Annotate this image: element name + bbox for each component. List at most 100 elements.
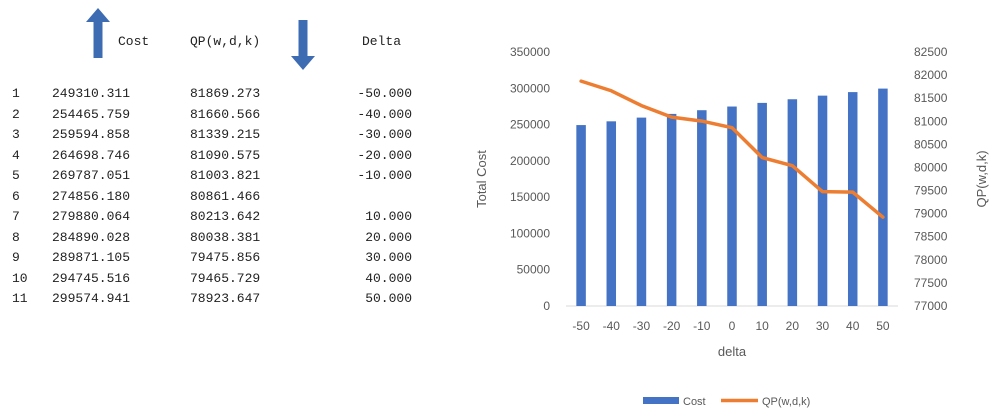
y2-tick-label: 81500 bbox=[914, 91, 948, 105]
qp-cell: 79475.856 bbox=[190, 250, 260, 265]
y2-tick-label: 80500 bbox=[914, 137, 948, 151]
cost-cell: 259594.858 bbox=[52, 127, 130, 142]
delta-cell: 20.000 bbox=[365, 230, 412, 245]
table-row: 4 264698.746 81090.575 -20.000 bbox=[0, 148, 430, 168]
y-tick-label: 200000 bbox=[510, 154, 550, 168]
table-row: 1 249310.311 81869.273 -50.000 bbox=[0, 86, 430, 106]
cost-cell: 254465.759 bbox=[52, 107, 130, 122]
qp-cell: 81660.566 bbox=[190, 107, 260, 122]
bar-cost bbox=[848, 92, 858, 306]
table-row: 2 254465.759 81660.566 -40.000 bbox=[0, 107, 430, 127]
qp-cell: 80213.642 bbox=[190, 209, 260, 224]
delta-cell: -30.000 bbox=[357, 127, 412, 142]
qp-cell: 80038.381 bbox=[190, 230, 260, 245]
delta-cell: 10.000 bbox=[365, 209, 412, 224]
legend-label-cost: Cost bbox=[683, 396, 706, 408]
bar-cost bbox=[576, 125, 586, 306]
y2-tick-label: 79500 bbox=[914, 184, 948, 198]
bar-cost bbox=[878, 89, 888, 306]
legend-swatch-cost bbox=[643, 397, 679, 404]
y2-tick-label: 81000 bbox=[914, 114, 948, 128]
row-index: 8 bbox=[12, 230, 20, 245]
qp-cell: 78923.647 bbox=[190, 291, 260, 306]
row-index: 5 bbox=[12, 168, 20, 183]
delta-cell: 50.000 bbox=[365, 291, 412, 306]
delta-cell: 40.000 bbox=[365, 271, 412, 286]
y2-tick-label: 82000 bbox=[914, 68, 948, 82]
x-tick-label: 10 bbox=[756, 319, 770, 333]
qp-header: QP(w,d,k) bbox=[190, 34, 260, 49]
delta-cell: -50.000 bbox=[357, 86, 412, 101]
y-axis-title: Total Cost bbox=[474, 150, 489, 208]
row-index: 7 bbox=[12, 209, 20, 224]
x-tick-label: 20 bbox=[786, 319, 800, 333]
arrow-down-icon bbox=[291, 20, 315, 70]
y-tick-label: 100000 bbox=[510, 226, 550, 240]
data-table: Cost QP(w,d,k) Delta 1 249310.311 81869.27… bbox=[0, 0, 430, 414]
table-row: 8 284890.028 80038.381 20.000 bbox=[0, 230, 430, 250]
bar-cost bbox=[637, 118, 647, 306]
y2-tick-label: 78000 bbox=[914, 253, 948, 267]
cost-cell: 299574.941 bbox=[52, 291, 130, 306]
delta-cell: -40.000 bbox=[357, 107, 412, 122]
cost-cell: 264698.746 bbox=[52, 148, 130, 163]
x-tick-label: -30 bbox=[633, 319, 651, 333]
qp-cell: 81339.215 bbox=[190, 127, 260, 142]
y2-tick-label: 77500 bbox=[914, 276, 948, 290]
y2-tick-label: 78500 bbox=[914, 230, 948, 244]
delta-cell: -20.000 bbox=[357, 148, 412, 163]
x-tick-label: 0 bbox=[729, 319, 736, 333]
delta-cell: 30.000 bbox=[365, 250, 412, 265]
bar-cost bbox=[727, 107, 737, 306]
bar-cost bbox=[697, 110, 707, 306]
legend-label-qp: QP(w,d,k) bbox=[762, 396, 810, 408]
y2-axis-title: QP(w,d,k) bbox=[974, 150, 989, 207]
y2-tick-label: 80000 bbox=[914, 160, 948, 174]
bar-cost bbox=[818, 96, 828, 306]
y-tick-label: 300000 bbox=[510, 81, 550, 95]
bar-cost bbox=[788, 99, 798, 306]
y2-tick-label: 79000 bbox=[914, 207, 948, 221]
bar-cost bbox=[667, 114, 677, 306]
y2-tick-label: 77000 bbox=[914, 299, 948, 313]
qp-cell: 81003.821 bbox=[190, 168, 260, 183]
x-tick-label: -20 bbox=[663, 319, 681, 333]
qp-cell: 81869.273 bbox=[190, 86, 260, 101]
cost-cell: 249310.311 bbox=[52, 86, 130, 101]
delta-header: Delta bbox=[362, 34, 401, 49]
qp-cell: 81090.575 bbox=[190, 148, 260, 163]
row-index: 1 bbox=[12, 86, 20, 101]
delta-cell: -10.000 bbox=[357, 168, 412, 183]
x-tick-label: -50 bbox=[572, 319, 590, 333]
cost-cell: 279880.064 bbox=[52, 209, 130, 224]
arrow-up-icon bbox=[86, 8, 110, 58]
row-index: 10 bbox=[12, 271, 28, 286]
y-tick-label: 250000 bbox=[510, 118, 550, 132]
cost-cell: 289871.105 bbox=[52, 250, 130, 265]
y-tick-label: 350000 bbox=[510, 45, 550, 59]
row-index: 3 bbox=[12, 127, 20, 142]
combo-chart: 0 50000 100000 150000 200000 250000 300000 3500… bbox=[440, 0, 995, 414]
bar-cost bbox=[607, 121, 617, 306]
x-tick-label: -10 bbox=[693, 319, 711, 333]
x-axis-title: delta bbox=[718, 344, 747, 359]
x-tick-label: 30 bbox=[816, 319, 830, 333]
qp-cell: 80861.466 bbox=[190, 189, 260, 204]
x-tick-label: -40 bbox=[603, 319, 621, 333]
row-index: 9 bbox=[12, 250, 20, 265]
cost-header: Cost bbox=[118, 34, 149, 49]
row-index: 2 bbox=[12, 107, 20, 122]
y-tick-label: 150000 bbox=[510, 190, 550, 204]
table-row: 7 279880.064 80213.642 10.000 bbox=[0, 209, 430, 229]
row-index: 4 bbox=[12, 148, 20, 163]
row-index: 6 bbox=[12, 189, 20, 204]
x-tick-label: 40 bbox=[846, 319, 860, 333]
qp-cell: 79465.729 bbox=[190, 271, 260, 286]
cost-cell: 284890.028 bbox=[52, 230, 130, 245]
y2-tick-label: 82500 bbox=[914, 45, 948, 59]
y-tick-label: 50000 bbox=[517, 263, 551, 277]
